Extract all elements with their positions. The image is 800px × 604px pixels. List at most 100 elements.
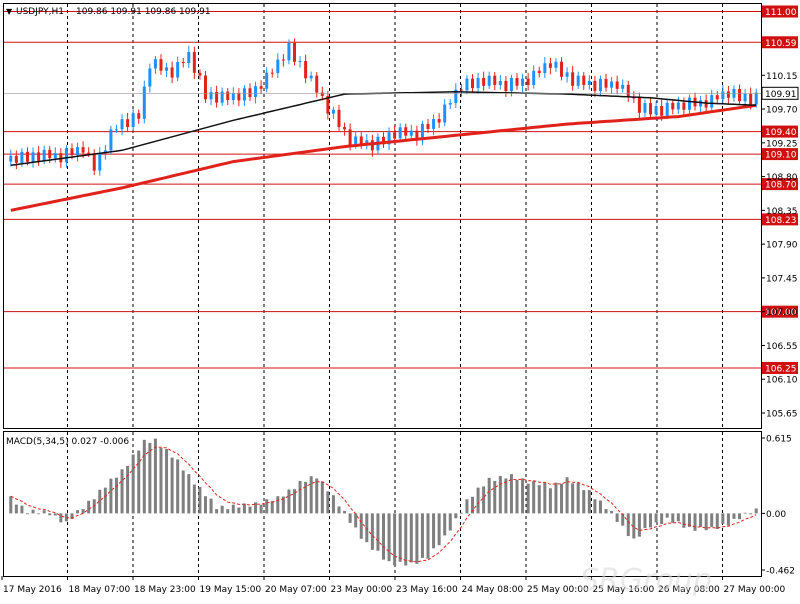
macd-axis: 0.615 0.00 -0.462	[761, 435, 795, 577]
candle-body	[721, 91, 725, 100]
macd-bar	[554, 482, 558, 514]
macd-bar	[654, 513, 658, 523]
time-tick-label: 24 May 08:00	[462, 585, 524, 595]
time-tick-label: 25 May 00:00	[527, 585, 589, 595]
macd-bar	[487, 477, 491, 514]
candle-body	[337, 109, 341, 128]
candle-body	[270, 72, 274, 74]
macd-bar	[53, 513, 57, 516]
macd-bar	[9, 496, 13, 514]
candle-body	[649, 103, 653, 115]
macd-bar	[632, 513, 636, 539]
watermark: SRGroup	[580, 563, 712, 598]
macd-bar	[87, 500, 91, 514]
candle-body	[98, 153, 102, 171]
macd-bar	[370, 513, 374, 550]
candle-body	[198, 72, 202, 76]
macd-bar	[170, 457, 174, 514]
level-label: 110.59	[765, 39, 797, 49]
candle-body	[254, 86, 258, 98]
candle-body	[87, 152, 91, 154]
price-axis: 110.15 109.70 109.25 108.80 108.35 107.90 107.…	[4, 72, 799, 419]
macd-bar	[254, 502, 258, 514]
candle-body	[70, 148, 74, 156]
macd-bar	[615, 513, 619, 522]
chart-symbol-menu-icon[interactable]: ▼	[6, 7, 13, 16]
macd-bar	[137, 450, 141, 514]
candle-body	[465, 78, 469, 91]
candle-body	[114, 129, 118, 131]
price-tick-label: 108.35	[766, 207, 798, 217]
candle-body	[632, 97, 636, 99]
level-label: 108.23	[765, 216, 797, 226]
candle-body	[359, 136, 363, 145]
candle-body	[420, 123, 424, 140]
macd-tick-label: -0.462	[766, 567, 795, 577]
price-tick-label: 105.65	[766, 409, 798, 419]
macd-bar	[715, 513, 719, 530]
candle-body	[560, 61, 564, 77]
macd-bar	[326, 491, 330, 514]
macd-bar	[187, 474, 191, 514]
macd-bar	[76, 510, 80, 514]
macd-bar	[476, 487, 480, 514]
macd-bar	[682, 513, 686, 528]
candle-body	[543, 63, 547, 74]
macd-bar	[114, 477, 118, 514]
candles	[9, 38, 758, 176]
candle-body	[665, 102, 669, 116]
candle-body	[493, 75, 497, 86]
macd-bar	[242, 503, 246, 514]
macd-bar	[420, 513, 424, 558]
macd-bar	[203, 496, 207, 514]
candle-body	[209, 91, 213, 100]
macd-bar	[343, 510, 347, 514]
candle-body	[482, 77, 486, 86]
candle-body	[754, 92, 758, 105]
candle-body	[220, 91, 224, 103]
candle-body	[621, 84, 625, 89]
macd-bar	[209, 498, 213, 514]
candle-body	[582, 75, 586, 86]
candle-body	[159, 59, 163, 71]
macd-bar	[743, 512, 747, 514]
candle-body	[682, 102, 686, 110]
macd-bar	[320, 481, 324, 514]
macd-bar	[309, 476, 313, 514]
macd-bar	[649, 513, 653, 528]
macd-bar	[126, 465, 130, 514]
macd-bar	[604, 509, 608, 514]
macd-bar	[331, 495, 335, 514]
macd-bar	[192, 484, 196, 514]
macd-bar	[348, 513, 352, 523]
slow-moving-average-line	[10, 103, 757, 212]
candle-body	[671, 102, 675, 110]
candle-body	[738, 88, 742, 102]
level-label-box	[762, 305, 798, 318]
macd-bar	[142, 439, 146, 514]
candle-body	[59, 153, 63, 163]
candle-body	[287, 43, 291, 61]
macd-bar	[220, 505, 224, 514]
time-tick-label: 19 May 15:00	[200, 585, 262, 595]
macd-bar	[504, 478, 508, 514]
macd-bar	[131, 454, 135, 514]
candle-body	[20, 151, 24, 163]
price-tick-label: 106.55	[766, 342, 798, 352]
price-tick-label: 108.80	[766, 173, 798, 183]
macd-bar	[482, 486, 486, 514]
macd-bar	[265, 499, 269, 514]
time-tick-label: 18 May 07:00	[69, 585, 131, 595]
candle-body	[382, 136, 385, 145]
price-tick-label: 107.00	[766, 308, 798, 318]
macd-bar	[548, 488, 552, 514]
candle-body	[131, 113, 135, 128]
macd-bar	[721, 513, 725, 524]
candle-body	[276, 59, 280, 74]
candle-body	[9, 155, 13, 162]
candle-body	[242, 88, 246, 101]
candle-body	[459, 89, 463, 91]
candle-body	[320, 92, 324, 96]
candle-body	[415, 130, 419, 140]
candle-body	[565, 72, 569, 77]
